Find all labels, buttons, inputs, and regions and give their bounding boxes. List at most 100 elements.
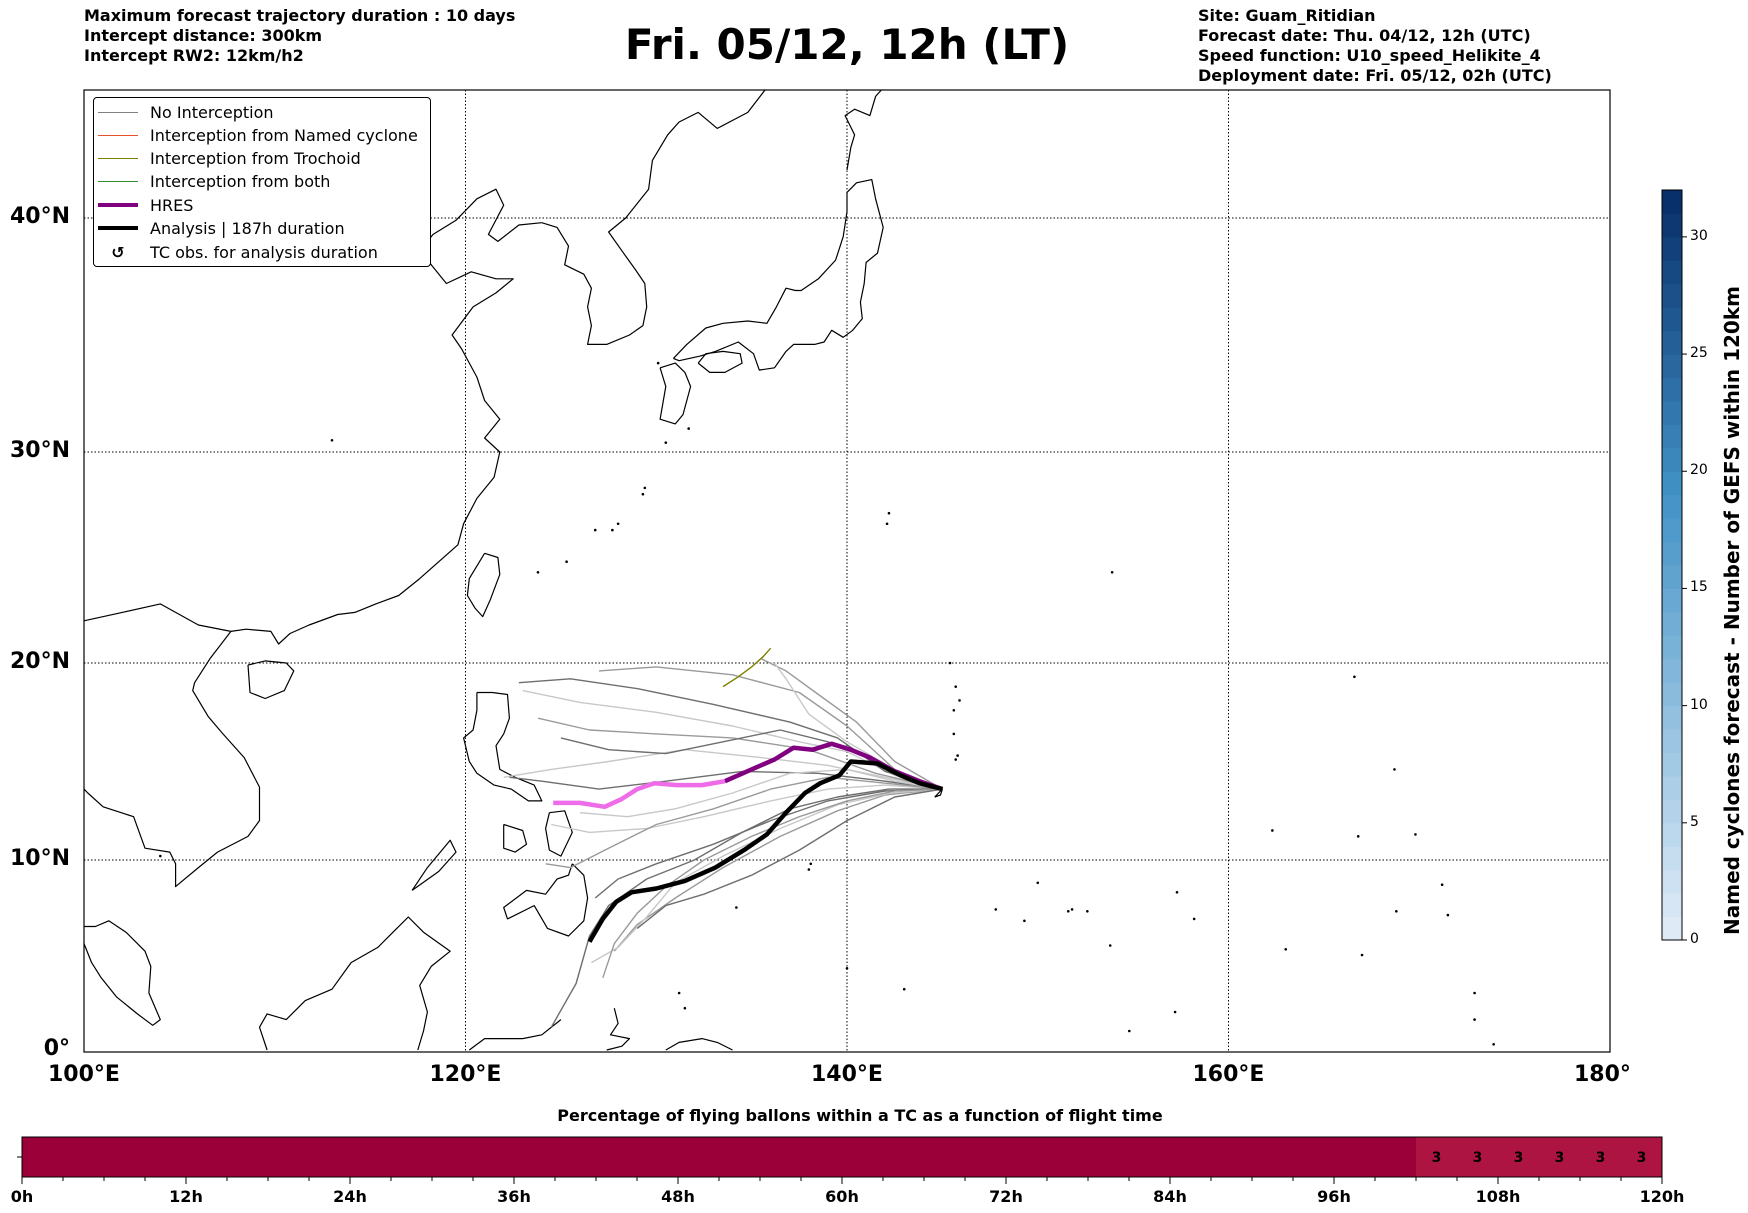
islet <box>902 987 906 991</box>
ensemble-track <box>760 658 943 790</box>
lon-label: 120°E <box>429 1062 502 1087</box>
islet <box>1110 570 1114 574</box>
timeline-tick-label: 36h <box>497 1187 531 1206</box>
islet <box>1440 883 1444 886</box>
colorbar-step <box>1662 635 1682 660</box>
islet <box>885 522 889 526</box>
legend-item-no-interception: No Interception <box>94 101 274 123</box>
colorbar-step <box>1662 494 1682 519</box>
colorbar-title: Named cyclones forecast - Number of GEFS… <box>1720 286 1744 935</box>
forecast-date-text: Forecast date: Thu. 04/12, 12h (UTC) <box>1198 26 1531 45</box>
islet <box>1070 908 1074 911</box>
islet <box>1393 768 1396 771</box>
timeline-tick-label: 72h <box>989 1187 1023 1206</box>
colorbar-step <box>1662 658 1682 683</box>
islet <box>330 439 334 442</box>
timeline-tick-label: 96h <box>1317 1187 1351 1206</box>
islet <box>664 441 668 444</box>
islet <box>1108 944 1112 947</box>
page-title: Fri. 05/12, 12h (LT) <box>624 20 1070 69</box>
lon-label: 100°E <box>48 1062 120 1087</box>
max-duration-text: Maximum forecast trajectory duration : 1… <box>84 6 516 25</box>
coastline <box>659 362 692 425</box>
colorbar-tick-label: 30 <box>1690 227 1708 244</box>
colorbar-tick-label: 25 <box>1690 345 1708 362</box>
ensemble-track <box>579 768 943 818</box>
ensemble-track <box>551 784 943 834</box>
islet <box>845 967 849 970</box>
analysis-track <box>587 759 943 943</box>
islet <box>1414 833 1417 836</box>
coastline <box>541 89 766 345</box>
islet <box>1128 1029 1131 1033</box>
coastline <box>411 839 457 891</box>
coastline <box>83 603 261 888</box>
legend-label: No Interception <box>150 102 274 122</box>
timeline-segment-label: 3 <box>1555 1150 1565 1166</box>
islet <box>958 699 961 702</box>
legend-swatch <box>98 111 138 113</box>
hres-track-late <box>553 778 726 810</box>
colorbar-tick-label: 5 <box>1690 813 1699 830</box>
lat-label: 30°N <box>9 438 70 463</box>
timeline-segment <box>1539 1137 1580 1177</box>
islet <box>565 560 568 564</box>
timeline-tick-label: 120h <box>1639 1187 1685 1206</box>
timeline-segment-label: 3 <box>1596 1150 1606 1166</box>
islet <box>677 991 681 995</box>
colorbar-step <box>1662 588 1682 613</box>
islet <box>1473 991 1476 995</box>
colorbar-step <box>1662 916 1682 941</box>
islet <box>809 862 813 866</box>
islet <box>1395 910 1398 913</box>
colorbar-step <box>1662 729 1682 753</box>
legend-item-named-cyclone: Interception from Named cyclone <box>94 124 418 146</box>
islet <box>1271 829 1274 832</box>
coastline <box>545 810 573 857</box>
timeline-segment <box>1457 1137 1498 1177</box>
coastline <box>466 552 501 618</box>
colorbar-step <box>1662 447 1682 472</box>
islet <box>887 511 891 515</box>
colorbar-step <box>1662 846 1682 871</box>
legend-swatch <box>98 134 138 136</box>
colorbar-step <box>1662 541 1682 566</box>
islet <box>952 732 956 736</box>
colorbar-step <box>1662 377 1682 402</box>
timeline-bar: 3 3 3 3 3 3 <box>17 1136 1663 1184</box>
header-left-info: Maximum forecast trajectory duration : 1… <box>84 6 515 66</box>
coastline <box>697 350 743 373</box>
colorbar-step <box>1662 471 1682 496</box>
timeline-segment <box>1621 1137 1662 1177</box>
speed-function-text: Speed function: U10_speed_Helikite_4 <box>1198 46 1541 65</box>
lat-label: 20°N <box>9 649 70 674</box>
colorbar-step <box>1662 869 1682 894</box>
colorbar-step <box>1662 893 1682 918</box>
colorbar-frame <box>1661 189 1683 941</box>
islet <box>536 570 540 574</box>
coastline <box>247 660 295 700</box>
timeline-segment-label: 3 <box>1473 1150 1483 1166</box>
colorbar-step <box>1662 705 1682 730</box>
coastline <box>665 1038 733 1051</box>
coastline <box>503 863 589 937</box>
deployment-date-text: Deployment date: Fri. 05/12, 02h (UTC) <box>1198 66 1552 85</box>
coastline <box>606 1008 631 1051</box>
islet <box>1023 919 1026 923</box>
islet <box>159 854 162 858</box>
islet <box>954 758 958 761</box>
timeline-segment-label: 3 <box>1514 1150 1524 1166</box>
islet <box>1284 948 1288 951</box>
timeline-tick-label: 48h <box>661 1187 695 1206</box>
legend-swatch <box>98 180 138 182</box>
timeline-tick-label: 0h <box>10 1187 34 1206</box>
legend-label: Interception from both <box>150 171 331 191</box>
map-legend: No Interception Interception from Named … <box>93 97 431 267</box>
timeline-segment <box>1416 1137 1457 1177</box>
timeline-tick-label: 60h <box>825 1187 859 1206</box>
legend-label: Analysis | 187h duration <box>150 218 345 238</box>
coastline <box>672 179 884 371</box>
coastline <box>230 188 542 645</box>
colorbar-step <box>1662 236 1682 261</box>
ensemble-trajectories <box>503 658 943 1028</box>
